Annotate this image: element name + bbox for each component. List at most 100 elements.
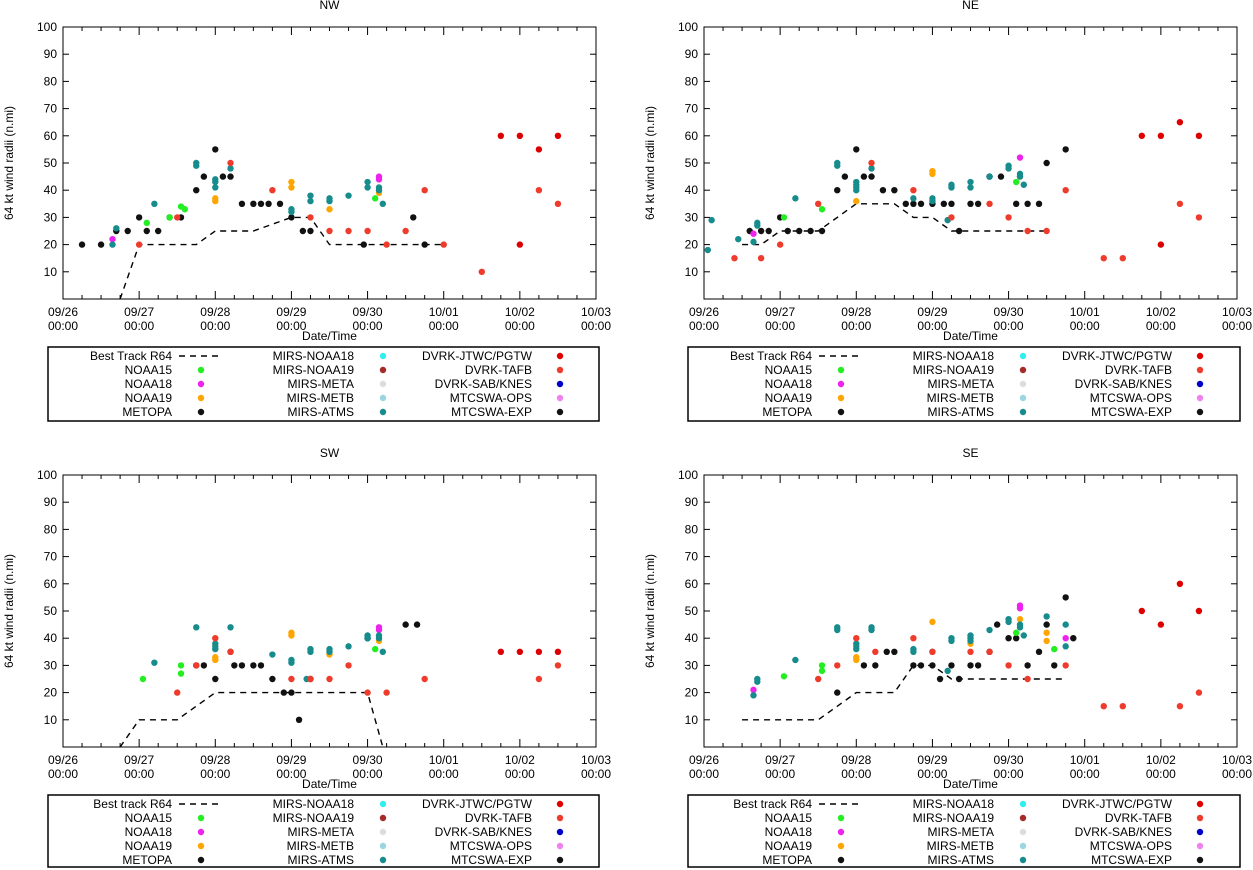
legend-label: Best track R64 [733,797,812,811]
point-dvrk-tafb [269,187,276,194]
y-tick-label: 40 [44,631,58,645]
point-noaa15 [818,206,826,213]
legend-label: Best Track R64 [90,349,172,363]
x-tick-label-date: 09/29 [276,305,306,319]
point-metopa [1043,621,1050,628]
point-metopa [1035,200,1043,207]
point-mirs-atms [967,184,974,191]
point-mirs-atms [1062,643,1069,650]
point-dvrk-tafb [383,689,390,696]
legend-label: MIRS-META [928,377,994,391]
legend-label: MIRS-NOAA18 [913,349,995,363]
legend-label: DVRK-TAFB [465,363,532,377]
point-metopa [257,200,265,207]
point-dvrk-tafb [345,227,352,235]
point-dvrk-tafb [1062,662,1069,669]
point-dvrk-tafb [1100,703,1107,710]
point-dvrk-tafb [227,648,234,655]
point-metopa [212,146,219,153]
point-metopa [902,200,909,207]
legend-label: MIRS-METB [287,839,354,853]
y-tick-label: 90 [44,495,58,509]
point-mirs-atms [212,184,219,191]
x-tick-label-date: 09/27 [124,753,154,767]
legend-symbol [837,366,845,374]
legend-box [47,346,600,422]
point-dvrk-tafb [554,200,562,207]
point-mirs-atms [1043,613,1050,620]
point-noaa19 [288,184,295,191]
y-tick-label: 50 [44,156,58,170]
point-metopa [807,227,814,235]
point-metopa [219,173,227,180]
point-metopa [841,173,849,180]
point-metopa [1012,200,1020,207]
point-metopa [784,227,791,235]
legend-label: METOPA [122,853,172,867]
point-noaa15 [181,206,189,213]
x-axis-label: Date/Time [302,329,357,343]
point-mirs-atms [151,659,158,666]
point-mirs-atms [113,225,120,232]
point-dvrk-tafb [440,241,447,248]
legend-symbol [1019,394,1027,402]
legend-box [687,794,1241,868]
legend-label: DVRK-SAB/KNES [435,825,532,839]
point-metopa [872,662,879,669]
point-dvrk-tafb [731,255,738,262]
point-dvrk-tafb [535,675,543,683]
y-tick-label: 80 [44,522,58,536]
point-mirs-atms [868,165,875,172]
x-tick-label-time: 00:00 [994,767,1024,781]
point-metopa [955,227,963,235]
legend-symbol [1019,366,1027,374]
x-tick-label-time: 00:00 [200,319,230,333]
legend-symbol [379,800,387,808]
legend-symbol [556,842,564,850]
legend-symbol [1196,366,1204,374]
point-dvrk-tafb [554,662,562,669]
point-mirs-atms [1016,170,1024,178]
legend-symbol [1019,800,1027,808]
point-dvrk-tafb [364,689,371,696]
point-metopa [940,200,948,207]
x-tick-label-time: 00:00 [48,767,78,781]
y-axis-label: 64 kt wind radii (n.mi) [2,106,16,220]
point-metopa [154,227,162,235]
point-mirs-atms [212,176,219,183]
y-tick-label: 90 [685,47,699,61]
y-tick-label: 60 [685,129,699,143]
legend-symbol [837,814,845,822]
x-tick-label-date: 09/29 [276,753,306,767]
x-tick-label-date: 10/01 [429,753,459,767]
legend-symbol [556,408,564,416]
point-noaa15 [780,214,788,221]
point-mirs-atms [1062,621,1069,628]
point-metopa [307,227,314,235]
point-noaa19 [288,629,295,636]
point-metopa [97,241,105,248]
legend-symbol [837,828,845,836]
point-metopa [910,662,917,669]
legend-label: MIRS-ATMS [928,405,994,419]
point-metopa [910,200,917,207]
point-noaa19 [853,197,860,205]
x-tick-label-date: 10/02 [1146,305,1176,319]
y-tick-label: 70 [685,102,699,116]
legend-symbol [1196,828,1204,836]
point-dvrk-jtwc-pgtw [535,648,543,655]
best-track-line [119,691,384,747]
point-dvrk-jtwc-pgtw [497,648,505,655]
plot-frame [703,474,1238,748]
point-mirs-atms [986,626,993,634]
legend-label: Best Track R64 [730,349,812,363]
legend-symbol [1019,352,1027,360]
x-tick-label-time: 00:00 [1146,319,1176,333]
point-mirs-atms [735,235,742,243]
legend-label: MIRS-ATMS [288,405,354,419]
point-dvrk-tafb [326,227,333,235]
point-dvrk-tafb [326,675,333,683]
legend-label: NOAA15 [765,811,813,825]
point-mirs-atms [1005,615,1012,623]
point-dvrk-tafb [1119,703,1126,710]
